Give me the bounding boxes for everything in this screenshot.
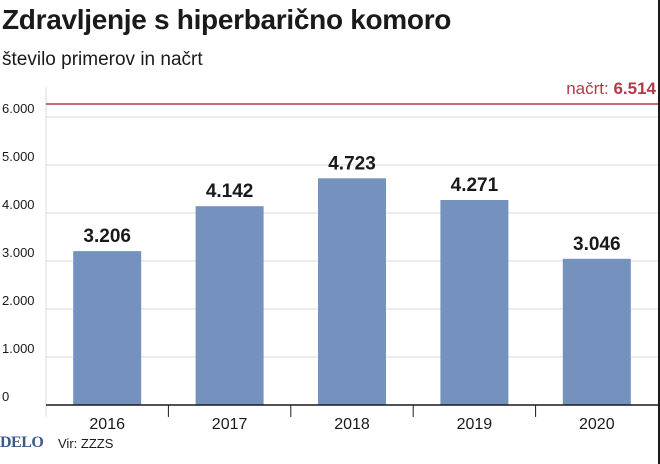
x-tick-label: 2017 (212, 416, 248, 433)
y-tick-label: 2.000 (2, 293, 35, 308)
x-tick-label: 2019 (457, 416, 493, 433)
x-tick-label: 2016 (89, 416, 125, 433)
bar (318, 178, 386, 405)
y-tick-label: 3.000 (2, 245, 35, 260)
publisher-logo: DELO (0, 434, 44, 451)
y-tick-label: 1.000 (2, 341, 35, 356)
right-border (658, 0, 660, 464)
chart-subtitle: število primerov in načrt (2, 49, 203, 70)
bar-value-label: 3.206 (83, 226, 131, 247)
bar (562, 258, 631, 405)
bar (195, 206, 264, 405)
x-tick-label: 2020 (579, 416, 615, 433)
y-tick-label: 0 (2, 389, 9, 404)
bar (73, 251, 142, 405)
x-tick-label: 2018 (334, 416, 370, 433)
bar-value-label: 4.271 (451, 175, 499, 196)
bar (440, 199, 509, 405)
bar-value-label: 3.046 (573, 234, 621, 255)
y-tick-label: 4.000 (2, 197, 35, 212)
source-note: Vir: ZZZS (58, 436, 114, 451)
y-tick-label: 5.000 (2, 149, 35, 164)
bar-value-label: 4.723 (328, 153, 376, 174)
bar-value-label: 4.142 (206, 181, 254, 202)
target-label: načrt: 6.514 (566, 79, 656, 98)
y-tick-label: 6.000 (2, 101, 35, 116)
chart-title: Zdravljenje s hiperbarično komoro (2, 4, 452, 35)
